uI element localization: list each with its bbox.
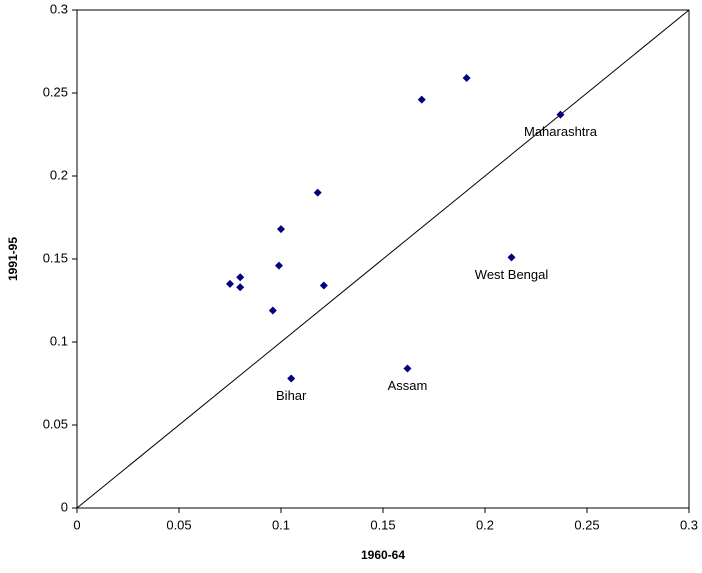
point-label: Maharashtra xyxy=(524,124,598,139)
y-tick-label: 0.1 xyxy=(50,333,68,348)
x-tick-label: 0.2 xyxy=(476,517,494,532)
point xyxy=(313,188,322,197)
y-axis-title: 1991-95 xyxy=(6,237,20,281)
point xyxy=(226,279,234,288)
y-tick-label: 0.25 xyxy=(43,84,68,99)
y-tick-label: 0.05 xyxy=(43,416,68,431)
point-label: Assam xyxy=(388,378,428,393)
point xyxy=(462,74,471,83)
x-tick-label: 0.25 xyxy=(574,517,599,532)
y-tick-label: 0.15 xyxy=(43,250,68,265)
point xyxy=(507,253,516,262)
x-tick-label: 0.1 xyxy=(272,517,290,532)
point xyxy=(556,110,565,119)
point xyxy=(417,95,426,104)
x-tick-label: 0 xyxy=(73,517,80,532)
point xyxy=(268,306,277,315)
point xyxy=(236,273,245,282)
y-tick-label: 0.3 xyxy=(50,1,68,16)
x-axis-title: 1960-64 xyxy=(361,548,405,562)
point-label: West Bengal xyxy=(475,267,549,282)
point xyxy=(236,283,245,292)
point xyxy=(287,374,296,383)
point xyxy=(277,225,285,234)
point xyxy=(319,281,328,290)
point xyxy=(403,364,412,373)
y-tick-label: 0 xyxy=(61,499,68,514)
diagonal-line xyxy=(76,9,690,509)
point-label: Bihar xyxy=(276,388,307,403)
x-tick-label: 0.05 xyxy=(166,517,191,532)
point xyxy=(274,261,283,270)
x-tick-label: 0.15 xyxy=(370,517,395,532)
x-tick-label: 0.3 xyxy=(680,517,698,532)
y-tick-label: 0.2 xyxy=(50,167,68,182)
